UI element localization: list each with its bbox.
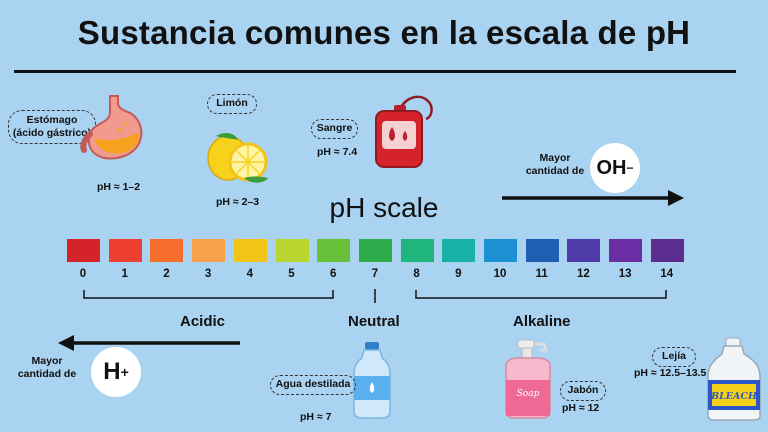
ph-tick-label: 9 (455, 268, 462, 280)
water-ph: pH ≈ 7 (300, 411, 332, 423)
oh-caption-line1: Mayor (539, 152, 571, 164)
bleach-bottle-icon: BLEACH (707, 337, 761, 421)
blood-label: Sangre (316, 122, 353, 134)
ph-color-square (525, 239, 559, 262)
alkaline-bracket (415, 290, 667, 299)
lemon-ph: pH ≈ 2–3 (216, 196, 260, 208)
ph-tick-label: 6 (329, 268, 337, 280)
ph-color-square (484, 239, 517, 262)
h-caption: Mayor cantidad de (10, 355, 84, 381)
ph-tick-label: 7 (371, 268, 379, 280)
ph-tick-label: 2 (163, 268, 170, 280)
bleach-bottle-text: BLEACH (710, 391, 758, 402)
h-caption-line1: Mayor (31, 355, 63, 367)
h-ion-circle: H + (91, 347, 141, 397)
soap-bottle-text: Soap (517, 389, 540, 399)
oh-charge: − (626, 161, 634, 175)
ph-color-square (67, 239, 100, 262)
ph-tick-label: 14 (660, 268, 674, 280)
lemon-label-pill: Limón (207, 94, 257, 114)
ph-tick-label: 10 (493, 268, 507, 280)
ph-color-square (442, 239, 476, 262)
ph-tick-label: 4 (246, 268, 253, 280)
ph-tick-label: 1 (121, 268, 128, 280)
oh-caption: Mayor cantidad de (518, 152, 592, 178)
soap-label-pill: Jabón (560, 381, 606, 401)
soap-dispenser-icon: Soap (505, 339, 551, 419)
arrow-left-icon (58, 335, 240, 351)
bleach-label: Lejía (662, 350, 686, 362)
ph-color-square (108, 239, 142, 262)
ph-tick-label: 12 (576, 268, 590, 280)
ph-color-square (400, 239, 434, 262)
ph-color-square (609, 239, 643, 262)
ph-tick-label: 11 (535, 268, 548, 280)
ph-tick-label: 5 (288, 268, 295, 280)
stomach-ph: pH ≈ 1–2 (97, 181, 141, 193)
water-label: Agua destilada (275, 378, 351, 390)
stomach-label-pill: Estómago (ácido gástrico) (8, 110, 96, 144)
blood-bag-icon (375, 95, 433, 168)
soap-label: Jabón (567, 384, 599, 396)
water-label-pill: Agua destilada (270, 375, 356, 395)
bleach-label-pill: Lejía (652, 347, 696, 367)
stomach-label-line1: Estómago (26, 114, 78, 126)
ph-color-square (233, 239, 267, 262)
ph-color-square (567, 239, 601, 262)
ph-color-square (150, 239, 184, 262)
ph-color-square (275, 239, 309, 262)
acidic-bracket (83, 290, 334, 299)
region-brackets (83, 289, 667, 303)
ph-color-square (317, 239, 351, 262)
scale-title: pH scale (329, 192, 439, 223)
soap-ph: pH ≈ 12 (562, 402, 600, 414)
lemon-label: Limón (216, 97, 248, 109)
oh-ion-circle: OH − (590, 143, 640, 193)
blood-ph: pH ≈ 7.4 (317, 146, 358, 158)
blood-label-pill: Sangre (311, 119, 358, 139)
alkaline-label: Alkaline (513, 313, 571, 330)
oh-ion: OH (596, 156, 627, 179)
acidic-label: Acidic (180, 313, 226, 330)
oh-caption-line2: cantidad de (525, 165, 585, 177)
h-ion: H (103, 358, 121, 385)
ph-tick-label: 8 (413, 268, 420, 280)
ph-color-square (650, 239, 684, 262)
ph-tick-label: 3 (204, 268, 212, 280)
h-caption-line2: cantidad de (17, 368, 77, 380)
arrow-right-icon (502, 190, 684, 206)
title-divider (14, 70, 736, 73)
lemon-icon (207, 133, 268, 183)
stomach-icon (80, 95, 143, 160)
water-bottle-icon (353, 342, 391, 419)
stomach-label-line2: (ácido gástrico) (12, 127, 92, 139)
ph-color-square (358, 239, 392, 262)
page-title: Sustancia comunes en la escala de pH (77, 14, 691, 51)
ph-color-square (192, 239, 226, 262)
bleach-ph: pH ≈ 12.5–13.5 (634, 367, 707, 379)
ph-tick-label: 0 (79, 268, 87, 280)
ph-tick-label: 13 (618, 268, 632, 280)
neutral-label: Neutral (348, 313, 400, 330)
h-charge: + (120, 364, 129, 380)
